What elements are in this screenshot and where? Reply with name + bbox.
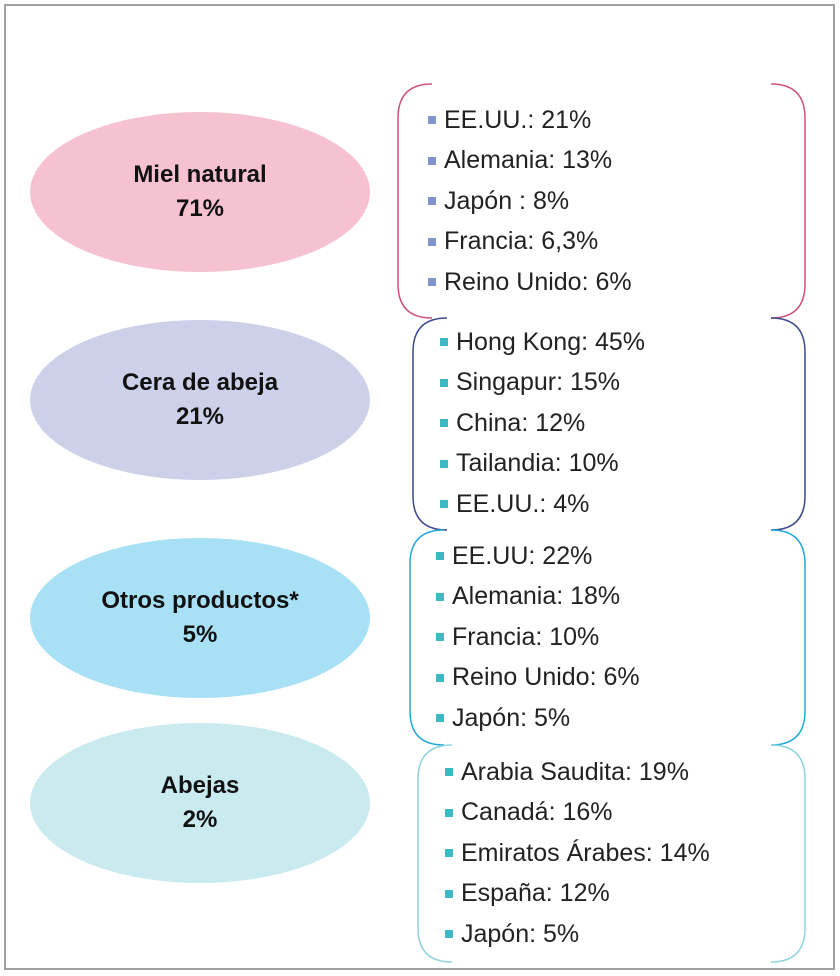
- group-name: Otros productos*: [101, 587, 299, 614]
- item-text: Reino Unido: 6%: [452, 663, 640, 691]
- item-text: China: 12%: [456, 408, 586, 437]
- bullet: [440, 459, 448, 468]
- item-text: Alemania: 18%: [452, 582, 621, 610]
- item-text: Reino Unido: 6%: [444, 267, 632, 296]
- item-text: Canadá: 16%: [461, 798, 613, 826]
- list-item: Francia: 10%: [436, 617, 599, 657]
- group-ellipse: [30, 320, 370, 480]
- bullet: [428, 197, 436, 205]
- list-item: EE.UU.: 21%: [428, 100, 591, 140]
- item-text: Japón : 8%: [444, 186, 570, 215]
- group-name: Miel natural: [133, 161, 267, 188]
- bullet: [436, 673, 444, 682]
- item-text: Francia: 10%: [452, 622, 600, 651]
- bullet: [436, 592, 444, 601]
- item-text: Alemania: 13%: [444, 146, 613, 174]
- list-item: Francia: 6,3%: [428, 222, 598, 262]
- group-share: 71%: [175, 195, 225, 222]
- list-item: Reino Unido: 6%: [436, 658, 640, 698]
- bracket-right: [770, 83, 806, 319]
- group-share: 2%: [182, 806, 218, 833]
- bullet: [428, 156, 436, 165]
- bullet: [445, 808, 453, 817]
- group-label: Cera de abeja 21%: [30, 320, 370, 480]
- item-text: EE.UU.: 4%: [456, 489, 590, 518]
- list-item: EE.UU.: 4%: [440, 484, 589, 524]
- item-text: España: 12%: [461, 879, 610, 907]
- item-text: Hong Kong: 45%: [456, 327, 646, 356]
- bullet: [440, 378, 448, 387]
- item-text: EE.UU.: 21%: [444, 105, 592, 134]
- bullet: [440, 338, 448, 346]
- bracket-right: [770, 317, 806, 531]
- group-ellipse: [30, 538, 370, 698]
- group-name: Abejas: [160, 772, 240, 799]
- bullet: [436, 714, 444, 722]
- list-item: Reino Unido: 6%: [428, 262, 632, 302]
- bullet: [445, 889, 453, 898]
- item-text: Arabia Saudita: 19%: [461, 757, 689, 786]
- item-text: Japón: 5%: [461, 919, 580, 948]
- bullet: [440, 419, 448, 427]
- item-text: Japón: 5%: [452, 703, 571, 732]
- list-item: Emiratos Árabes: 14%: [445, 833, 710, 873]
- list-item: Japón: 5%: [436, 698, 570, 738]
- bullet: [445, 930, 453, 938]
- group-name: Cera de abeja: [121, 369, 279, 396]
- bullet: [445, 849, 453, 857]
- list-item: Arabia Saudita: 19%: [445, 752, 689, 792]
- bracket-right: [770, 529, 806, 746]
- item-text: Singapur: 15%: [456, 368, 621, 396]
- bullet: [436, 633, 444, 641]
- group-ellipse: [30, 723, 370, 883]
- item-text: Emiratos Árabes: 14%: [461, 838, 710, 867]
- item-text: EE.UU: 22%: [452, 541, 593, 570]
- bracket-left: [409, 529, 445, 746]
- group-share: 5%: [182, 621, 218, 648]
- bullet: [445, 768, 453, 776]
- group-share: 21%: [175, 403, 225, 430]
- item-text: Francia: 6,3%: [444, 227, 599, 255]
- list-item: Alemania: 13%: [428, 141, 612, 181]
- bullet: [428, 116, 436, 124]
- frame: [4, 4, 835, 970]
- list-item: Tailandia: 10%: [440, 444, 619, 484]
- list-item: Alemania: 18%: [436, 577, 620, 617]
- bracket-right: [770, 744, 806, 963]
- group-label: Abejas 2%: [30, 723, 370, 883]
- group-label: Otros productos* 5%: [30, 538, 370, 698]
- bullet: [440, 500, 448, 508]
- bracket-left: [412, 317, 448, 531]
- group-ellipse: [30, 112, 370, 272]
- list-item: EE.UU: 22%: [436, 536, 592, 576]
- list-item: Japón: 5%: [445, 914, 579, 954]
- item-text: Tailandia: 10%: [456, 449, 619, 477]
- list-item: China: 12%: [440, 403, 585, 443]
- bullet: [428, 278, 436, 286]
- list-item: Canadá: 16%: [445, 793, 613, 833]
- bullet: [436, 552, 444, 560]
- group-label: Miel natural 71%: [30, 112, 370, 272]
- list-item: Hong Kong: 45%: [440, 322, 645, 362]
- list-item: Singapur: 15%: [440, 363, 620, 403]
- bullet: [428, 237, 436, 246]
- bracket-left: [397, 83, 433, 319]
- list-item: España: 12%: [445, 874, 610, 914]
- list-item: Japón : 8%: [428, 181, 569, 221]
- bracket-left: [417, 744, 453, 963]
